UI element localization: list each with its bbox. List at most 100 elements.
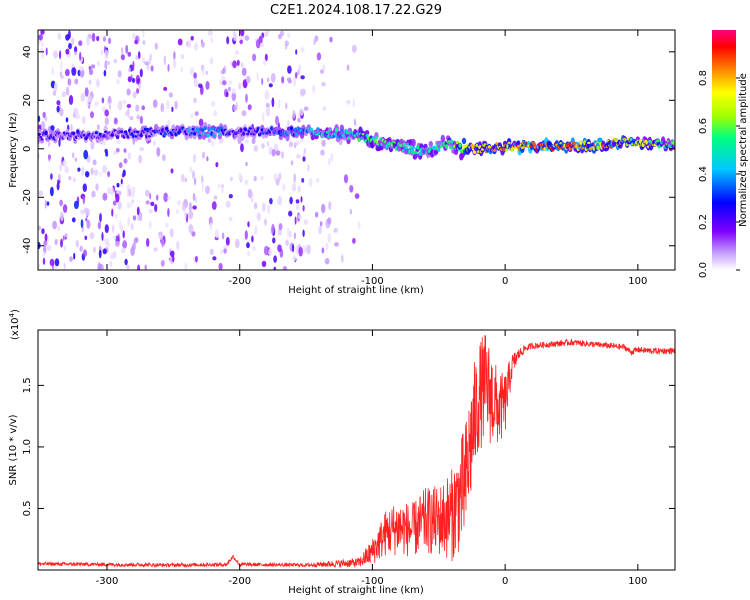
noise-blob: [346, 64, 350, 71]
noise-blob: [56, 100, 61, 106]
noise-blob: [102, 164, 107, 174]
noise-blob: [302, 229, 305, 237]
ridge-core: [357, 137, 361, 142]
noise-blob: [128, 67, 131, 73]
ridge-core: [434, 146, 438, 151]
noise-blob: [88, 95, 93, 104]
noise-blob: [163, 55, 167, 66]
y-tick-label: 20: [22, 94, 33, 107]
noise-blob: [113, 117, 118, 125]
noise-region-1: [138, 30, 229, 270]
noise-blob: [104, 117, 109, 126]
noise-blob: [293, 76, 296, 87]
noise-blob: [235, 238, 240, 249]
noise-blob: [68, 176, 72, 181]
noise-blob: [228, 80, 232, 85]
noise-blob: [160, 260, 165, 267]
noise-blob: [80, 92, 85, 102]
noise-blob: [306, 244, 311, 255]
noise-blob: [329, 36, 333, 43]
ridge-core: [135, 130, 140, 134]
noise-blob: [246, 242, 250, 249]
noise-blob: [230, 61, 233, 66]
noise-blob: [116, 78, 120, 85]
y-tick-label: -20: [22, 189, 33, 205]
noise-blob: [50, 173, 53, 180]
noise-blob: [60, 238, 63, 248]
noise-blob: [293, 232, 297, 240]
noise-blob: [349, 209, 353, 215]
noise-blob: [318, 226, 322, 235]
ridge-core: [579, 140, 583, 145]
noise-blob: [121, 173, 125, 178]
snr-plot-area: [38, 335, 675, 569]
noise-blob: [60, 211, 64, 222]
noise-blob: [209, 222, 213, 231]
ridge-band: [38, 122, 675, 161]
noise-blob: [126, 187, 129, 198]
noise-blob: [43, 240, 48, 247]
noise-blob: [70, 124, 73, 132]
noise-blob: [207, 30, 213, 36]
noise-blob: [131, 199, 134, 204]
noise-blob: [135, 55, 139, 61]
noise-blob: [300, 75, 305, 80]
ridge-core: [248, 127, 252, 130]
noise-blob: [262, 112, 265, 122]
noise-blob: [85, 171, 90, 178]
noise-blob: [88, 79, 92, 85]
snr-x-tick-label: -100: [361, 576, 384, 587]
noise-blob: [62, 204, 68, 213]
noise-blob: [312, 84, 316, 94]
noise-blob: [346, 100, 351, 105]
noise-blob: [45, 47, 48, 56]
spectrogram-y-ticks: -40 -20 0 20 40: [22, 45, 675, 254]
ridge-core: [39, 135, 43, 139]
noise-blob: [189, 166, 193, 174]
noise-blob: [61, 91, 67, 98]
noise-blob: [238, 172, 242, 181]
noise-blob: [52, 90, 57, 97]
noise-blob: [44, 233, 48, 242]
noise-blob: [175, 209, 179, 215]
noise-blob: [150, 65, 154, 72]
noise-blob: [225, 200, 231, 208]
noise-blob: [59, 108, 64, 117]
noise-blob: [138, 84, 142, 90]
noise-blob: [192, 192, 196, 201]
noise-blob: [261, 260, 267, 268]
noise-blob: [77, 167, 81, 172]
noise-blob: [73, 200, 79, 210]
noise-blob: [210, 36, 213, 43]
noise-blob: [72, 152, 75, 159]
noise-blob: [240, 143, 244, 153]
noise-blob: [231, 91, 237, 102]
noise-blob: [316, 52, 322, 61]
noise-blob: [132, 32, 136, 39]
colorbar: 0.0 0.2 0.4 0.6 0.8 Normalized spectral ampl…: [698, 30, 749, 278]
noise-blob: [167, 64, 170, 72]
noise-blob: [211, 201, 217, 210]
noise-blob: [170, 250, 175, 258]
noise-blob: [206, 156, 209, 162]
noise-blob: [287, 65, 292, 74]
noise-blob: [104, 224, 109, 234]
noise-blob: [100, 49, 103, 56]
noise-blob: [302, 205, 305, 212]
noise-blob: [108, 95, 112, 104]
snr-y-tick-label: 0.5: [22, 501, 33, 517]
noise-blob: [59, 71, 63, 77]
ridge-halo: [423, 143, 428, 149]
noise-blob: [139, 147, 144, 152]
noise-blob: [322, 64, 326, 71]
ridge-core: [346, 136, 351, 140]
noise-blob: [160, 102, 165, 113]
noise-blob: [278, 99, 281, 109]
noise-blob: [205, 185, 210, 195]
noise-blob: [263, 31, 269, 37]
ridge-core: [532, 142, 536, 148]
noise-blob: [292, 110, 296, 119]
noise-blob: [130, 246, 135, 256]
ridge-core: [44, 130, 48, 136]
